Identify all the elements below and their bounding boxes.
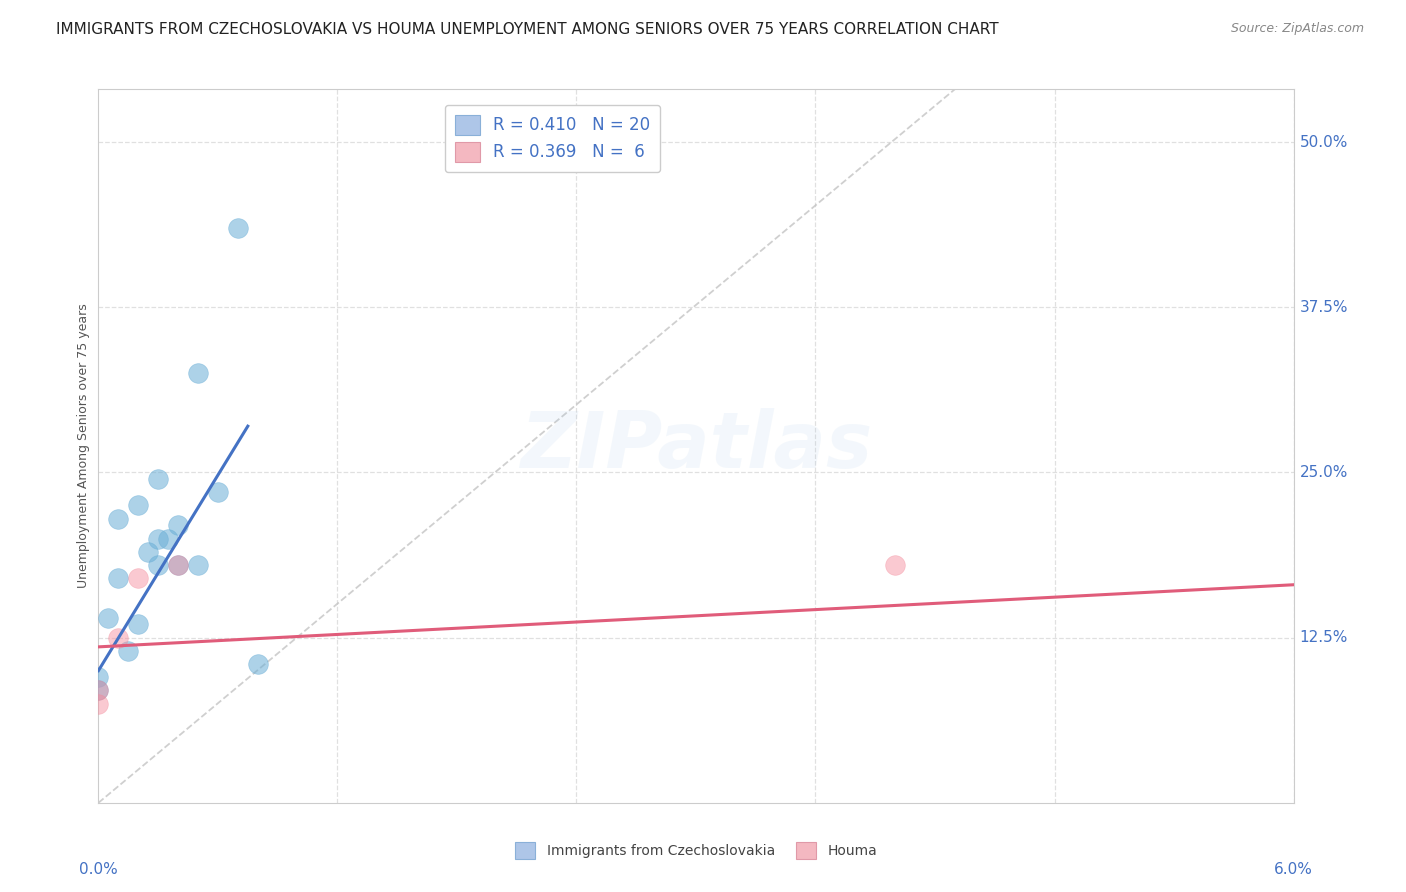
Point: [187, 367, 209, 381]
Point: [136, 545, 159, 559]
Point: [148, 472, 170, 486]
Text: Source: ZipAtlas.com: Source: ZipAtlas.com: [1230, 22, 1364, 36]
Text: 37.5%: 37.5%: [1299, 300, 1348, 315]
Point: [207, 485, 229, 500]
Text: 50.0%: 50.0%: [1299, 135, 1348, 150]
Text: IMMIGRANTS FROM CZECHOSLOVAKIA VS HOUMA UNEMPLOYMENT AMONG SENIORS OVER 75 YEARS: IMMIGRANTS FROM CZECHOSLOVAKIA VS HOUMA …: [56, 22, 998, 37]
Point: [187, 558, 209, 572]
Text: 12.5%: 12.5%: [1299, 630, 1348, 645]
Point: [107, 631, 129, 645]
Point: [87, 683, 110, 698]
Point: [127, 499, 149, 513]
Y-axis label: Unemployment Among Seniors over 75 years: Unemployment Among Seniors over 75 years: [77, 303, 90, 589]
Point: [127, 617, 149, 632]
Point: [87, 697, 110, 711]
Legend: Immigrants from Czechoslovakia, Houma: Immigrants from Czechoslovakia, Houma: [506, 834, 886, 867]
Point: [127, 571, 149, 585]
Point: [226, 221, 249, 235]
Point: [148, 558, 170, 572]
Point: [107, 571, 129, 585]
Point: [884, 558, 907, 572]
Point: [246, 657, 269, 671]
Point: [157, 532, 180, 546]
Point: [97, 611, 120, 625]
Point: [167, 558, 190, 572]
Point: [148, 532, 170, 546]
Text: ZIPatlas: ZIPatlas: [520, 408, 872, 484]
Text: 0.0%: 0.0%: [79, 863, 118, 877]
Point: [167, 518, 190, 533]
Point: [87, 683, 110, 698]
Text: 25.0%: 25.0%: [1299, 465, 1348, 480]
Point: [87, 670, 110, 684]
Text: 6.0%: 6.0%: [1274, 863, 1313, 877]
Point: [117, 644, 139, 658]
Point: [107, 511, 129, 525]
Point: [167, 558, 190, 572]
